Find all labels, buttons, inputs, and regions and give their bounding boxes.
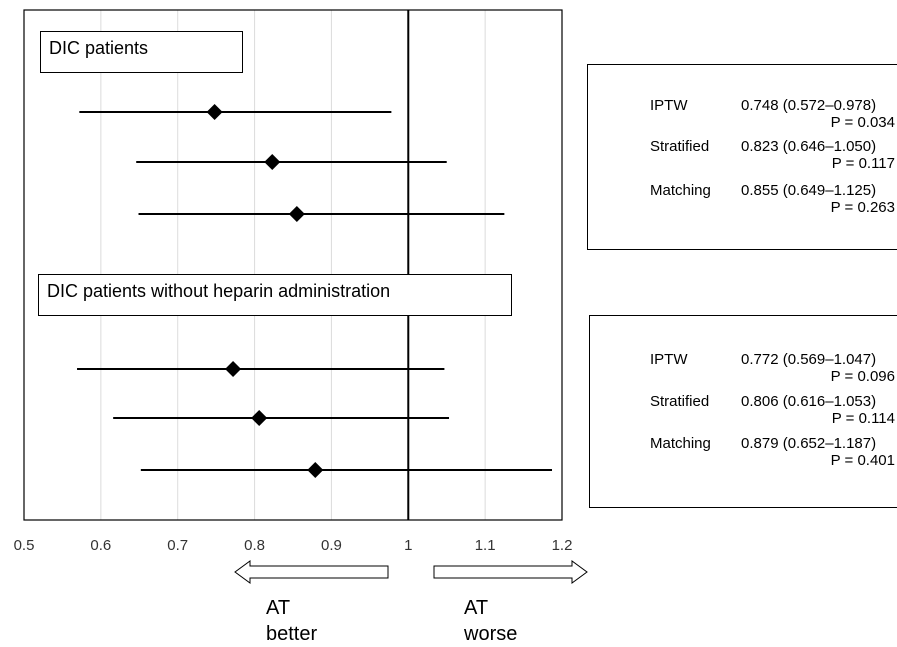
direction-label-better-line2: better [266,623,318,645]
x-tick-label: 1.1 [474,537,496,554]
estimate-marker [206,104,223,120]
estimate-marker [288,206,305,222]
x-tick-label: 0.7 [167,537,189,554]
stat-row-stratified: Stratified 0.806 (0.616–1.053) P = 0.114 [650,394,897,428]
stat-row-stratified: Stratified 0.823 (0.646–1.050) P = 0.117 [650,139,897,173]
direction-label-worse-line2: worse [464,623,518,645]
stats-panel-dic-without-heparin: IPTW 0.772 (0.569–1.047) P = 0.096 Strat… [589,315,897,508]
direction-label-better: AT better [266,595,317,647]
direction-label-better-line1: AT [266,597,291,619]
stats-panel-dic-patients: IPTW 0.748 (0.572–0.978) P = 0.034 Strat… [587,64,897,250]
stat-ci: 0.879 (0.652–1.187) [741,435,877,452]
plot-frame [23,9,563,521]
stat-p-value: P = 0.114 [831,410,895,427]
stat-ci: 0.823 (0.646–1.050) [741,138,877,155]
direction-label-worse-line1: AT [464,597,489,619]
x-tick-label: 1.2 [551,537,573,554]
estimate-marker [225,361,242,377]
stat-ci: 0.772 (0.569–1.047) [741,351,877,368]
stat-method: Matching [650,435,711,452]
estimate-marker [264,154,281,170]
stat-p-value: P = 0.034 [830,114,895,131]
stat-p-value: P = 0.096 [830,368,895,385]
arrow-left-icon [234,560,389,584]
stat-ci: 0.748 (0.572–0.978) [741,97,877,114]
x-tick-label: 0.9 [320,537,342,554]
arrow-right-icon [433,560,588,584]
stat-method: Stratified [650,393,710,410]
x-tick-label: 0.8 [244,537,265,554]
stat-ci: 0.806 (0.616–1.053) [741,393,877,410]
stat-method: IPTW [650,351,688,368]
stat-method: Stratified [650,138,710,155]
stat-row-matching: Matching 0.855 (0.649–1.125) P = 0.263 [650,183,897,217]
group-title-dic-patients: DIC patients [40,31,243,73]
x-tick-label: 1 [404,537,413,554]
x-tick-label: 0.6 [90,537,112,554]
stat-row-iptw: IPTW 0.748 (0.572–0.978) P = 0.034 [650,98,897,132]
stat-method: Matching [650,182,711,199]
stat-method: IPTW [650,97,688,114]
estimate-marker [307,462,324,478]
direction-label-worse: AT worse [464,595,517,647]
stat-p-value: P = 0.117 [831,155,895,172]
group-title-dic-without-heparin: DIC patients without heparin administrat… [38,274,512,316]
x-tick-label: 0.5 [13,537,35,554]
stat-row-iptw: IPTW 0.772 (0.569–1.047) P = 0.096 [650,352,897,386]
stat-ci: 0.855 (0.649–1.125) [741,182,877,199]
estimate-marker [251,410,268,426]
stat-row-matching: Matching 0.879 (0.652–1.187) P = 0.401 [650,436,897,470]
stat-p-value: P = 0.401 [830,452,895,469]
stat-p-value: P = 0.263 [830,199,895,216]
